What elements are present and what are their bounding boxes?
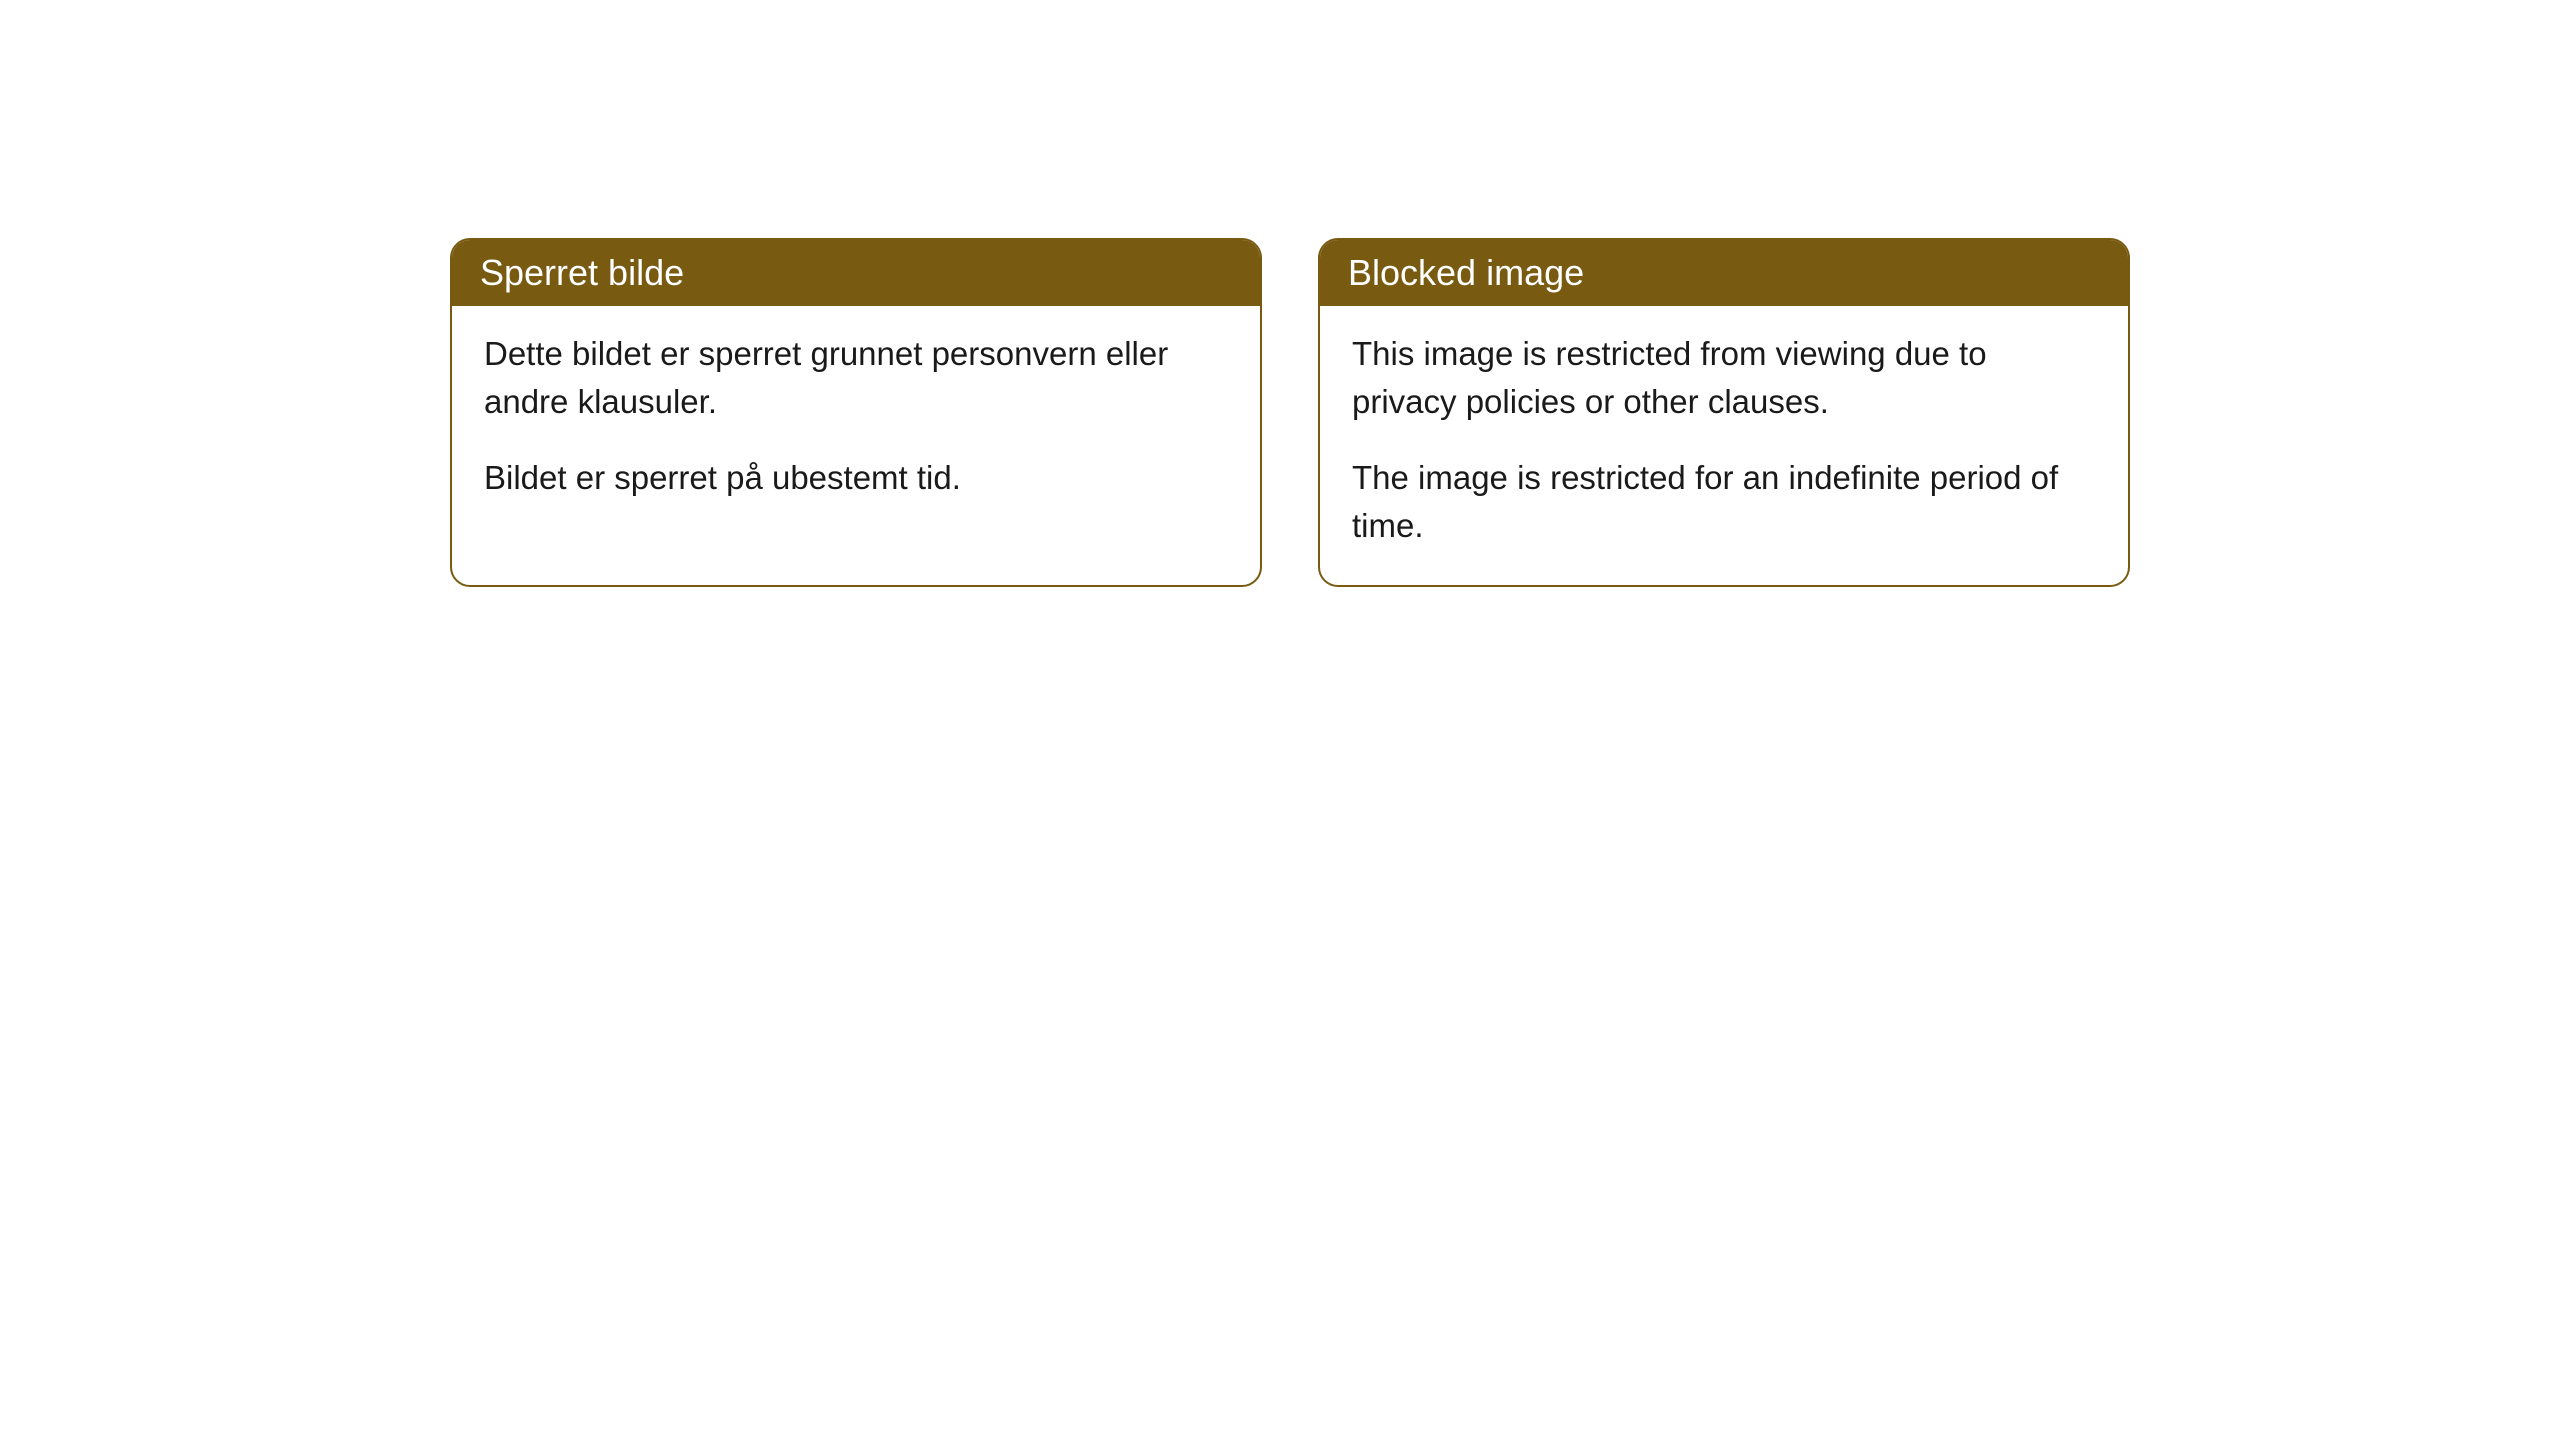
notice-container: Sperret bilde Dette bildet er sperret gr… <box>450 238 2130 587</box>
card-header: Sperret bilde <box>452 240 1260 306</box>
card-body: Dette bildet er sperret grunnet personve… <box>452 306 1260 538</box>
card-title: Sperret bilde <box>480 252 684 293</box>
card-paragraph: Bildet er sperret på ubestemt tid. <box>484 454 1228 502</box>
card-paragraph: Dette bildet er sperret grunnet personve… <box>484 330 1228 426</box>
card-title: Blocked image <box>1348 252 1584 293</box>
card-paragraph: The image is restricted for an indefinit… <box>1352 454 2096 550</box>
card-header: Blocked image <box>1320 240 2128 306</box>
notice-card-english: Blocked image This image is restricted f… <box>1318 238 2130 587</box>
card-paragraph: This image is restricted from viewing du… <box>1352 330 2096 426</box>
notice-card-norwegian: Sperret bilde Dette bildet er sperret gr… <box>450 238 1262 587</box>
card-body: This image is restricted from viewing du… <box>1320 306 2128 585</box>
